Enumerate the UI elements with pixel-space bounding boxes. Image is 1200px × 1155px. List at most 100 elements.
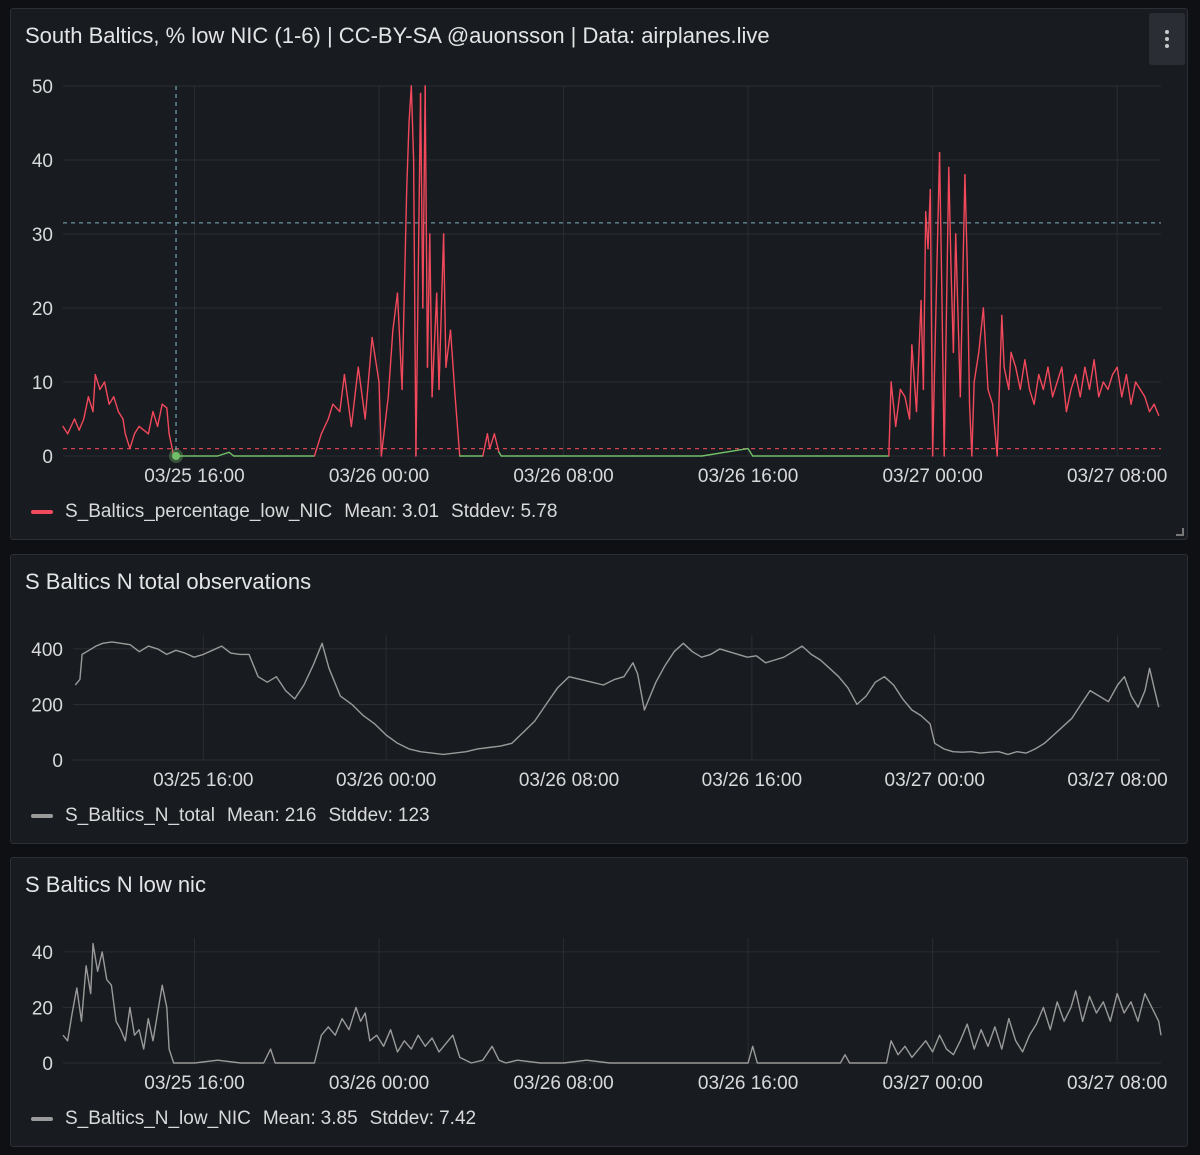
legend[interactable]: S_Baltics_percentage_low_NIC Mean: 3.01 Std… <box>31 501 569 523</box>
series-segment <box>339 373 346 413</box>
series-segment <box>99 381 106 391</box>
series-segment <box>971 381 975 457</box>
series-segment <box>747 447 754 457</box>
series-segment <box>1074 373 1081 398</box>
series-segment <box>991 403 998 457</box>
series-line <box>62 942 1162 1064</box>
x-tick-label: 03/27 08:00 <box>1067 770 1167 791</box>
series-segment <box>890 381 897 428</box>
panel-menu-button[interactable] <box>1149 13 1185 65</box>
y-tick-label: 0 <box>52 751 63 772</box>
chart-n-low-nic[interactable]: 03/25 16:00 03/26 00:00 03/26 08:00 03/26 1… <box>11 858 1187 1146</box>
x-tick-label: 03/26 16:00 <box>702 770 802 791</box>
x-tick-label: 03/25 16:00 <box>144 1073 244 1094</box>
series-segment <box>78 418 85 431</box>
x-tick-label: 03/26 00:00 <box>329 1073 429 1094</box>
series-segment <box>168 433 175 457</box>
series-segment <box>982 307 989 391</box>
legend-swatch <box>31 1116 53 1121</box>
series-segment <box>143 429 150 435</box>
legend-series-name: S_Baltics_percentage_low_NIC <box>65 501 333 522</box>
series-segment <box>1033 373 1040 405</box>
series-segment <box>908 344 913 420</box>
x-tick-label: 03/27 00:00 <box>885 770 985 791</box>
hover-point[interactable] <box>172 452 181 460</box>
series-segment <box>996 314 1003 457</box>
series-segment <box>454 396 461 457</box>
series-segment <box>424 85 429 368</box>
series-segment <box>156 403 163 428</box>
series-segment <box>1088 359 1095 391</box>
series-segment <box>1038 373 1045 391</box>
chart-n-total[interactable]: 03/25 16:00 03/26 00:00 03/26 08:00 03/26 1… <box>11 555 1187 843</box>
y-tick-label: 0 <box>42 447 53 468</box>
series-segment <box>1079 366 1086 398</box>
x-tick-label: 03/27 08:00 <box>1067 1073 1167 1094</box>
series-segment <box>332 403 341 413</box>
legend[interactable]: S_Baltics_N_low_NIC Mean: 3.85 Stddev: 7.42 <box>31 1108 488 1130</box>
series-segment <box>1116 366 1123 398</box>
series-segment <box>371 336 380 383</box>
y-tick-label: 40 <box>32 943 53 964</box>
legend-mean-value: 216 <box>284 805 317 826</box>
series-segment <box>357 366 366 420</box>
series-segment <box>1107 373 1114 391</box>
x-tick-label: 03/27 00:00 <box>882 466 982 487</box>
series-segment <box>1098 381 1105 398</box>
chart-percentage-low-nic[interactable]: 03/25 16:00 03/26 00:00 03/26 08:00 03/26 1… <box>11 9 1187 539</box>
series-segment <box>895 388 902 428</box>
series-segment <box>129 433 136 450</box>
x-tick-label: 03/26 16:00 <box>698 466 798 487</box>
y-tick-label: 20 <box>32 299 53 320</box>
y-tick-label: 30 <box>32 225 53 246</box>
panel-title: S Baltics N low nic <box>25 872 206 897</box>
series-segment <box>959 174 966 398</box>
series-segment <box>1148 403 1155 413</box>
series-segment <box>438 233 445 391</box>
legend[interactable]: S_Baltics_N_total Mean: 216 Stddev: 123 <box>31 805 442 827</box>
series-segment <box>952 233 957 354</box>
series-segment <box>904 396 911 420</box>
series-segment <box>62 425 69 435</box>
legend-series-name: S_Baltics_N_total <box>65 805 215 826</box>
series-segment <box>103 381 110 405</box>
series-segment <box>117 410 124 420</box>
series-segment <box>442 233 447 368</box>
resize-handle[interactable] <box>1176 528 1184 536</box>
series-segment <box>943 166 950 457</box>
series-segment <box>1134 381 1141 391</box>
series-segment <box>1139 388 1146 398</box>
legend-stddev-value: 5.78 <box>520 501 558 522</box>
series-segment <box>410 85 415 161</box>
x-tick-label: 03/26 16:00 <box>698 1073 798 1094</box>
series-segment <box>1125 373 1132 405</box>
series-segment <box>429 233 433 398</box>
series-segment <box>1121 373 1128 398</box>
series-segment <box>401 188 408 391</box>
y-tick-label: 40 <box>32 151 53 172</box>
series-segment <box>931 351 936 457</box>
series-segment <box>1130 381 1137 405</box>
series-segment <box>350 366 359 428</box>
series-segment <box>1065 388 1072 413</box>
y-tick-label: 200 <box>31 695 63 716</box>
x-tick-label: 03/26 00:00 <box>336 770 436 791</box>
series-segment <box>73 418 80 431</box>
series-segment <box>1001 314 1005 368</box>
y-tick-label: 0 <box>42 1054 53 1075</box>
legend-stddev-label: Stddev: <box>451 501 516 522</box>
series-segment <box>92 373 96 413</box>
series-segment <box>1051 381 1058 398</box>
series-segment <box>1024 359 1031 391</box>
series-segment <box>320 418 329 435</box>
series-segment <box>1056 366 1063 383</box>
series-segment <box>161 403 168 409</box>
series-segment <box>948 166 952 272</box>
series-segment <box>489 433 496 450</box>
x-tick-label: 03/26 08:00 <box>513 466 613 487</box>
series-segment <box>915 299 922 413</box>
legend-swatch <box>31 509 53 514</box>
series-segment <box>987 388 994 405</box>
series-segment <box>1061 366 1068 413</box>
x-tick-label: 03/26 00:00 <box>329 466 429 487</box>
